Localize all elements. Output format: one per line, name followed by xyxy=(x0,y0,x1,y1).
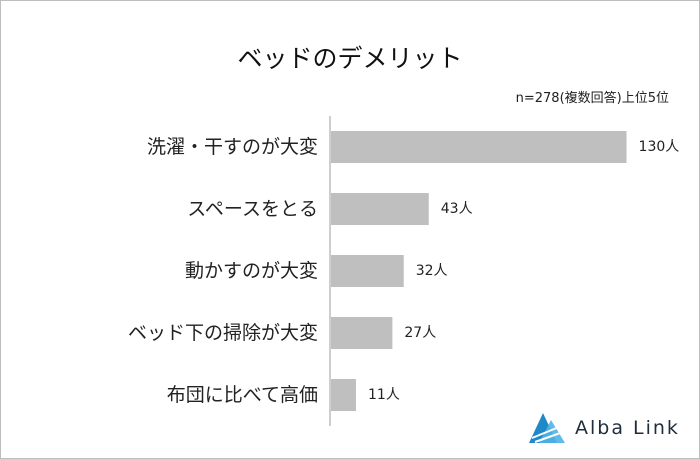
alba-link-logo: Alba Link xyxy=(529,411,699,447)
data-label: 11人 xyxy=(368,387,400,403)
category-label: スペースをとる xyxy=(187,198,318,220)
bar xyxy=(331,255,404,287)
bar xyxy=(331,317,393,349)
sample-note: n=278(複数回答)上位5位 xyxy=(515,91,669,106)
alba-link-logo-text: Alba Link xyxy=(575,417,680,439)
data-labels: 130人 43人 32人 27人 11人 xyxy=(368,139,679,403)
alba-link-logo-icon xyxy=(529,413,565,443)
category-label: ベッド下の掃除が大変 xyxy=(128,322,318,344)
data-label: 43人 xyxy=(441,201,473,217)
data-label: 27人 xyxy=(404,325,436,341)
bar xyxy=(331,131,627,163)
bar xyxy=(331,193,429,225)
category-labels: 洗濯・干すのが大変スペースをとる動かすのが大変ベッド下の掃除が大変布団に比べて高… xyxy=(128,136,318,406)
data-label: 130人 xyxy=(639,139,680,155)
category-label: 布団に比べて高価 xyxy=(167,384,318,406)
category-label: 洗濯・干すのが大変 xyxy=(147,136,318,158)
bar xyxy=(331,379,357,411)
chart-title: ベッドのデメリット xyxy=(237,44,463,73)
bars xyxy=(331,131,627,411)
data-label: 32人 xyxy=(416,263,448,279)
category-label: 動かすのが大変 xyxy=(185,260,318,282)
